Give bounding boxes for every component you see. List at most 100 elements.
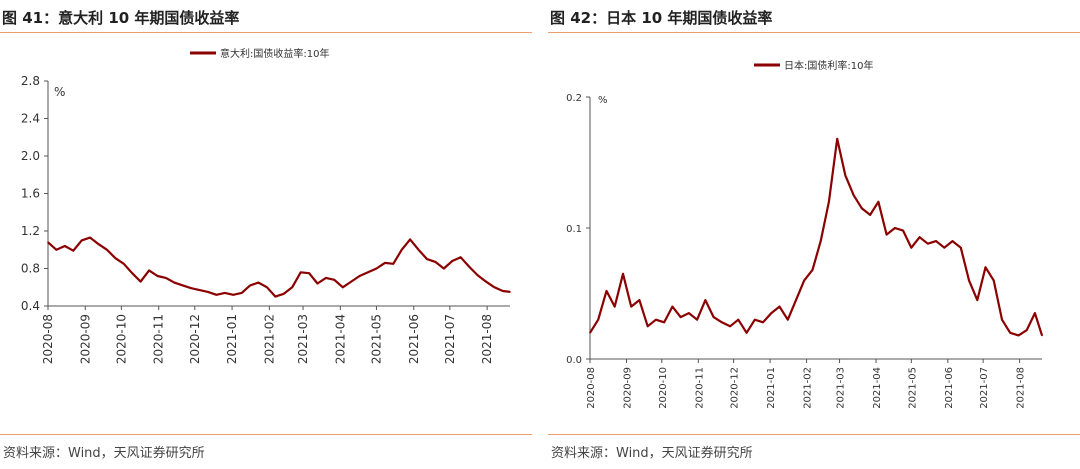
data-point xyxy=(877,201,880,203)
data-point xyxy=(417,249,420,251)
data-point xyxy=(207,291,209,293)
data-point xyxy=(819,240,822,242)
data-point xyxy=(502,290,504,292)
y-unit-label: % xyxy=(598,95,608,106)
y-tick-label: 2.8 xyxy=(21,74,40,88)
y-tick-label: 0.4 xyxy=(21,299,40,313)
data-point xyxy=(1017,334,1020,337)
data-point xyxy=(1001,318,1003,321)
x-tick-label: 2020-08 xyxy=(586,367,597,409)
series-line xyxy=(47,236,511,298)
data-point xyxy=(426,258,428,260)
data-point xyxy=(613,305,616,308)
x-tick-label: 2021-05 xyxy=(907,367,918,409)
data-point xyxy=(704,299,707,301)
data-point xyxy=(1009,332,1011,334)
data-point xyxy=(646,325,649,328)
data-point xyxy=(72,249,75,252)
data-point xyxy=(392,263,395,265)
data-point xyxy=(803,279,805,282)
data-point xyxy=(333,279,336,281)
figure-title: 图 41：意大利 10 年期国债收益率 xyxy=(2,9,240,27)
data-point xyxy=(316,282,319,285)
data-point xyxy=(55,249,58,251)
data-point xyxy=(47,241,49,244)
x-tick-label: 2021-04 xyxy=(333,314,347,364)
data-point xyxy=(968,279,970,282)
data-point xyxy=(597,318,599,321)
data-point xyxy=(1041,334,1043,337)
x-tick-label: 2021-02 xyxy=(262,314,276,364)
data-point xyxy=(342,286,344,289)
data-point xyxy=(308,272,310,274)
x-tick-label: 2020-09 xyxy=(622,367,633,409)
data-point xyxy=(182,284,184,287)
data-point xyxy=(240,292,243,294)
data-point xyxy=(89,236,91,239)
data-point xyxy=(451,260,454,262)
y-tick-label: 0.0 xyxy=(566,355,582,366)
data-point xyxy=(173,281,176,284)
data-point xyxy=(409,238,411,241)
figure-41-panel: 图 41：意大利 10 年期国债收益率 0.4 0.8 1.2 1.6 2.0 2.4 2.… xyxy=(0,0,532,469)
data-point xyxy=(266,286,268,289)
data-point xyxy=(638,299,641,301)
source-divider xyxy=(548,434,1080,435)
data-point xyxy=(712,316,715,318)
data-point xyxy=(476,274,479,276)
y-tick-label: 0.8 xyxy=(21,262,40,276)
data-point xyxy=(770,312,773,314)
data-point xyxy=(148,269,150,272)
x-tick-label: 2021-06 xyxy=(407,314,421,364)
data-point xyxy=(795,299,797,301)
y-unit-label: % xyxy=(54,85,65,99)
x-tick-label: 2020-08 xyxy=(41,314,55,364)
data-point xyxy=(156,275,159,277)
data-point xyxy=(215,294,218,296)
data-point xyxy=(951,240,954,242)
data-point xyxy=(910,246,913,249)
data-point xyxy=(375,267,378,270)
data-point xyxy=(434,261,437,263)
data-point xyxy=(224,292,226,294)
data-point xyxy=(358,275,361,277)
data-point xyxy=(1025,329,1028,332)
data-point xyxy=(97,243,100,245)
data-point xyxy=(367,271,369,274)
data-point xyxy=(836,138,838,140)
data-point xyxy=(123,263,125,265)
source-divider xyxy=(0,434,532,435)
data-point xyxy=(622,273,624,275)
y-tick-label: 2.4 xyxy=(21,112,40,126)
data-point xyxy=(114,257,117,259)
x-tick-label: 2021-01 xyxy=(766,367,777,409)
data-point xyxy=(976,299,979,301)
data-point xyxy=(918,236,921,238)
data-point xyxy=(485,280,487,283)
x-tick-label: 2021-02 xyxy=(803,367,814,409)
data-point xyxy=(291,286,294,289)
data-point xyxy=(232,294,235,296)
data-point xyxy=(299,271,302,274)
data-point xyxy=(509,291,511,293)
y-tick-label: 2.0 xyxy=(21,149,40,163)
y-tick-label: 1.2 xyxy=(21,224,40,238)
japan-yield-chart: 0.0 0.1 0.2 % 2020-08 2020-09 2020-10 2020-11 20… xyxy=(566,59,1044,409)
x-tick-label: 2021-06 xyxy=(944,367,955,409)
data-point xyxy=(165,277,167,279)
data-point xyxy=(605,290,608,292)
data-point xyxy=(249,284,251,287)
x-tick-label: 2021-03 xyxy=(296,314,310,364)
data-point xyxy=(443,267,445,270)
legend-label: 日本:国债利率:10年 xyxy=(784,59,873,72)
legend-label: 意大利:国债收益率:10年 xyxy=(220,47,329,60)
data-point xyxy=(325,277,327,279)
data-point xyxy=(283,293,285,295)
data-point xyxy=(745,332,748,334)
data-point xyxy=(663,321,665,324)
data-point xyxy=(679,316,682,318)
title-divider xyxy=(0,32,532,33)
data-point xyxy=(927,242,929,245)
data-point xyxy=(935,240,937,242)
x-tick-label: 2021-08 xyxy=(1016,367,1027,409)
